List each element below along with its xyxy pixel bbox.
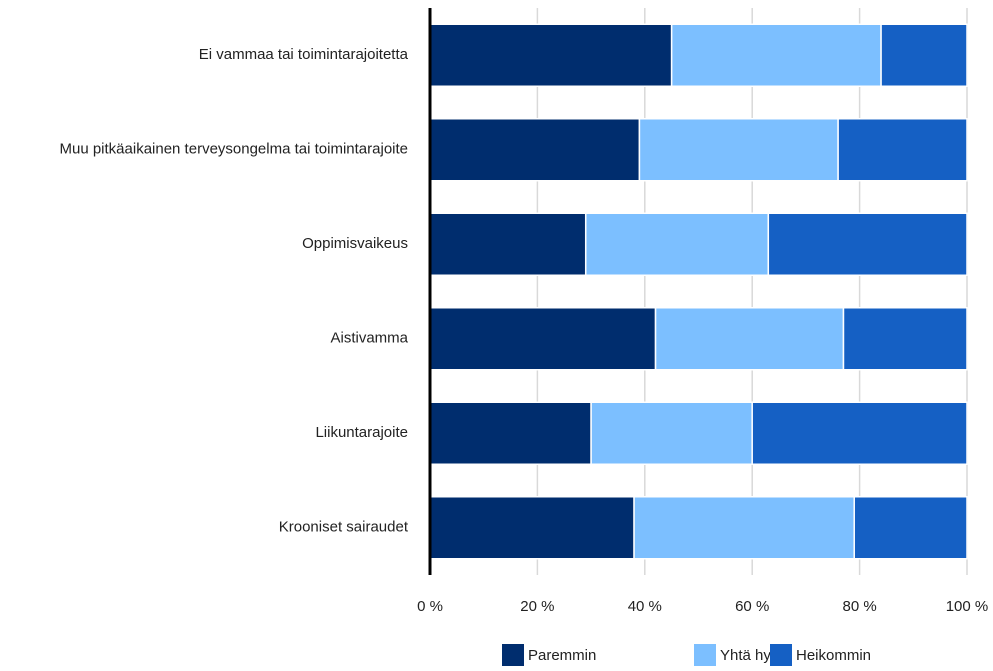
bar [429,496,635,560]
bar [429,401,592,465]
bar [638,118,839,182]
bar [429,23,673,87]
legend-swatch [770,644,792,666]
y-tick-label: Ei vammaa tai toimintarajoitetta [199,46,409,63]
bar [590,401,753,465]
bar [654,307,845,371]
bar [767,212,968,276]
bar [751,401,968,465]
bar [429,307,657,371]
legend-label: Paremmin [528,647,596,664]
x-tick-label: 40 % [628,598,662,615]
bar [880,23,968,87]
bar [853,496,968,560]
bar [584,212,770,276]
y-tick-label: Liikuntarajoite [315,424,408,441]
legend-swatch [694,644,716,666]
bar [633,496,855,560]
x-tick-label: 100 % [946,598,989,615]
bar [670,23,882,87]
x-tick-label: 20 % [520,598,554,615]
bar [429,212,587,276]
x-tick-label: 80 % [842,598,876,615]
bar [842,307,968,371]
x-tick-label: 0 % [417,598,443,615]
bar [429,118,641,182]
x-tick-label: 60 % [735,598,769,615]
y-tick-label: Oppimisvaikeus [302,235,408,252]
bar [837,118,968,182]
legend-label: Heikommin [796,647,871,664]
y-tick-label: Aistivamma [330,330,408,347]
y-tick-label: Krooniset sairaudet [279,519,409,536]
y-tick-label: Muu pitkäaikainen terveysongelma tai toi… [59,141,408,158]
legend-swatch [502,644,524,666]
